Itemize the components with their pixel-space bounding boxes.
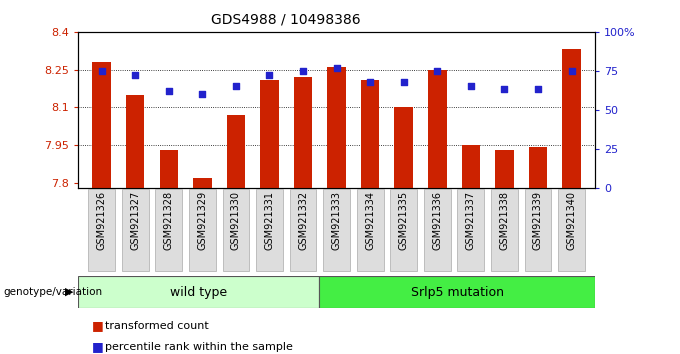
FancyBboxPatch shape [122,189,149,271]
Text: GSM921339: GSM921339 [533,191,543,250]
FancyBboxPatch shape [424,189,451,271]
FancyBboxPatch shape [290,189,316,271]
FancyBboxPatch shape [222,189,250,271]
FancyBboxPatch shape [88,189,115,271]
Text: GSM921329: GSM921329 [197,191,207,250]
Bar [226,115,245,188]
Point [130,73,141,78]
FancyBboxPatch shape [189,189,216,271]
Point [331,65,342,70]
Bar [428,69,447,188]
Text: GSM921338: GSM921338 [499,191,509,250]
Point [231,84,241,89]
Bar [160,150,178,188]
FancyBboxPatch shape [524,189,551,271]
Bar [92,62,111,188]
FancyBboxPatch shape [256,189,283,271]
Text: GSM921333: GSM921333 [332,191,341,250]
Text: GSM921332: GSM921332 [298,191,308,250]
FancyBboxPatch shape [156,189,182,271]
Point [465,84,476,89]
FancyBboxPatch shape [458,189,484,271]
Point [197,91,208,97]
Bar [495,150,513,188]
Point [532,87,543,92]
Point [298,68,309,74]
FancyBboxPatch shape [320,276,595,308]
Text: GSM921335: GSM921335 [398,191,409,250]
Bar [394,107,413,188]
FancyBboxPatch shape [558,189,585,271]
Point [432,68,443,74]
Point [264,73,275,78]
Bar [327,67,346,188]
Text: percentile rank within the sample: percentile rank within the sample [105,342,293,352]
Text: GSM921327: GSM921327 [131,191,140,250]
Text: ■: ■ [92,341,103,353]
Text: ■: ■ [92,319,103,332]
Bar [193,178,211,188]
Text: GSM921331: GSM921331 [265,191,275,250]
Text: GSM921336: GSM921336 [432,191,442,250]
Text: GSM921337: GSM921337 [466,191,476,250]
FancyBboxPatch shape [491,189,517,271]
Bar [260,80,279,188]
Text: ▶: ▶ [65,287,73,297]
Point [398,79,409,85]
FancyBboxPatch shape [357,189,384,271]
Text: wild type: wild type [170,286,227,298]
Text: GSM921340: GSM921340 [566,191,577,250]
Bar [126,95,144,188]
Bar [462,145,480,188]
Text: GSM921328: GSM921328 [164,191,174,250]
Text: GSM921334: GSM921334 [365,191,375,250]
Text: GSM921326: GSM921326 [97,191,107,250]
Point [97,68,107,74]
FancyBboxPatch shape [323,189,350,271]
Point [364,79,375,85]
Point [163,88,174,94]
Point [499,87,510,92]
FancyBboxPatch shape [78,276,320,308]
Text: GDS4988 / 10498386: GDS4988 / 10498386 [211,12,360,27]
Point [566,68,577,74]
Text: transformed count: transformed count [105,321,209,331]
Text: Srlp5 mutation: Srlp5 mutation [411,286,504,298]
Bar [361,80,379,188]
Bar [529,147,547,188]
Text: GSM921330: GSM921330 [231,191,241,250]
Bar [294,77,312,188]
Text: genotype/variation: genotype/variation [3,287,103,297]
Bar [562,50,581,188]
FancyBboxPatch shape [390,189,417,271]
